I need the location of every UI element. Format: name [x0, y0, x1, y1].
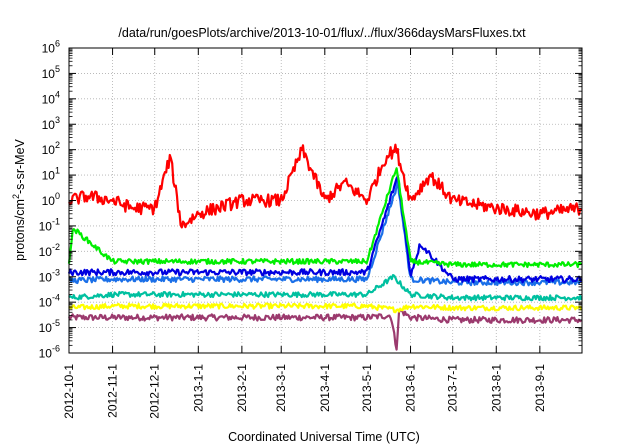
x-tick-labels: 2012-10-1 2012-11-1 2012-12-1 2013-1-1 2013-…	[62, 364, 547, 419]
x-tick-label: 2013-4-1	[318, 364, 332, 412]
y-axis-label-prefix: protons/cm	[13, 199, 27, 261]
y-tick-labels: 10-610-510-410-310-210-11001011021031041…	[39, 39, 60, 361]
y-tick-label-base: 10	[39, 296, 53, 310]
x-tick-label: 2012-11-1	[106, 364, 120, 418]
y-tick-label: 103	[42, 115, 60, 132]
y-tick-label-exponent: 3	[55, 115, 60, 125]
y-tick-label: 105	[42, 64, 60, 81]
y-tick-label: 10-3	[39, 267, 60, 284]
y-tick-label: 104	[42, 89, 60, 106]
series-line	[67, 167, 583, 269]
y-tick-label-exponent: 2	[55, 140, 60, 150]
y-tick-label: 10-1	[39, 216, 60, 233]
y-tick-label-base: 10	[39, 347, 53, 361]
x-tick-label: 2013-1-1	[191, 364, 205, 412]
y-axis-label-superscript: 2	[11, 194, 21, 199]
y-tick-label: 101	[42, 166, 60, 183]
x-tick-label: 2013-7-1	[446, 364, 460, 412]
y-tick-label-base: 10	[42, 143, 56, 157]
y-tick-label-base: 10	[39, 219, 53, 233]
x-tick-label: 2013-5-1	[360, 364, 374, 412]
y-tick-label-exponent: -1	[52, 216, 60, 226]
y-tick-label-exponent: 4	[55, 89, 60, 99]
x-tick-label: 2013-2-1	[235, 364, 249, 412]
x-tick-label: 2012-10-1	[62, 364, 76, 419]
ticks	[68, 47, 582, 354]
series-line	[67, 175, 583, 284]
series-layer	[67, 143, 583, 351]
series-line	[68, 274, 583, 302]
y-tick-label-base: 10	[39, 245, 53, 259]
y-tick-label-exponent: -6	[52, 344, 60, 354]
x-tick-label: 2013-3-1	[274, 364, 288, 412]
y-axis-label-suffix: -s-sr-MeV	[13, 138, 27, 194]
y-tick-label-base: 10	[42, 92, 56, 106]
x-tick-label: 2013-6-1	[404, 364, 418, 412]
y-tick-label: 102	[42, 140, 60, 157]
x-tick-label: 2012-12-1	[148, 364, 162, 419]
series-line	[68, 302, 583, 314]
x-tick-label: 2013-8-1	[489, 364, 503, 412]
y-tick-label-base: 10	[39, 321, 53, 335]
series-line	[68, 179, 583, 287]
series-line	[68, 143, 583, 229]
y-tick-label-base: 10	[42, 67, 56, 81]
y-tick-label-exponent: -4	[52, 293, 60, 303]
y-tick-label: 100	[42, 191, 60, 208]
y-tick-label-base: 10	[42, 169, 56, 183]
y-tick-label: 10-2	[39, 242, 60, 259]
y-tick-label-exponent: 0	[55, 191, 60, 201]
y-tick-label-base: 10	[42, 42, 56, 56]
chart-title: /data/run/goesPlots/archive/2013-10-01/f…	[118, 26, 526, 40]
y-tick-label-base: 10	[42, 118, 56, 132]
y-tick-label: 106	[42, 39, 60, 56]
y-tick-label-exponent: 6	[55, 39, 60, 49]
y-tick-label-base: 10	[42, 194, 56, 208]
y-tick-label-base: 10	[39, 270, 53, 284]
y-tick-label: 10-5	[39, 318, 60, 335]
y-tick-label-exponent: -5	[52, 318, 60, 328]
x-tick-label: 2013-9-1	[533, 364, 547, 412]
series-line	[68, 309, 583, 351]
y-tick-label-exponent: 5	[55, 64, 60, 74]
y-tick-label: 10-4	[39, 293, 60, 310]
y-axis-label: protons/cm2-s-sr-MeV	[11, 138, 27, 260]
x-axis-label: Coordinated Universal Time (UTC)	[228, 430, 420, 444]
y-tick-label-exponent: -2	[52, 242, 60, 252]
y-tick-label-exponent: 1	[55, 166, 60, 176]
y-tick-label: 10-6	[39, 344, 60, 361]
y-tick-label-exponent: -3	[52, 267, 60, 277]
